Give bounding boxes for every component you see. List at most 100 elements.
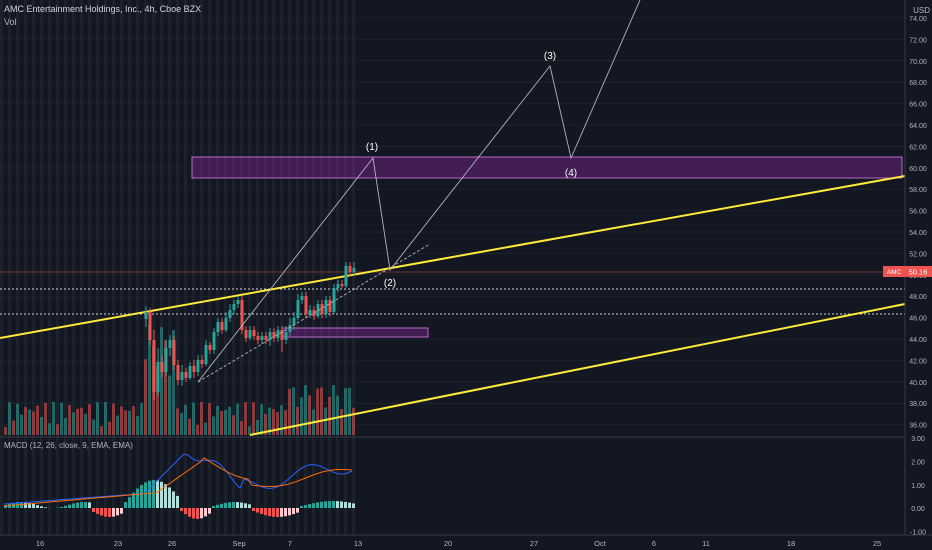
volume-bar [308,395,311,435]
volume-bar [60,402,63,435]
macd-hist-bar [280,508,283,517]
wave-path[interactable] [197,0,641,383]
volume-bar [52,402,55,435]
volume-bar [264,414,267,435]
volume-bar [228,406,231,435]
macd-hist-bar [88,502,91,508]
volume-bar [92,419,95,435]
volume-bar [84,413,87,435]
volume-bar [132,406,135,435]
macd-hist-bar [148,480,151,508]
channel-upper-line[interactable] [0,175,906,339]
macd-hist-bar [20,502,23,508]
macd-hist-bar [248,504,251,508]
volume-bar [236,403,239,435]
price-tick: 72.00 [909,37,927,44]
session-stripe [112,0,115,535]
volume-bar [296,406,299,435]
time-tick: Sep [232,539,245,548]
volume-bar [64,418,67,435]
macd-legend[interactable]: MACD (12, 26, close, 9, EMA, EMA) [4,441,133,450]
macd-tick: -1.00 [910,530,926,537]
volume-bar [32,411,35,435]
volume-bar [284,409,287,435]
price-tag-ticker: AMC [887,269,902,276]
candle-body [324,300,328,314]
session-stripe [144,0,147,535]
macd-hist-bar [308,504,311,508]
macd-hist-bar [100,508,103,516]
candle-body [304,296,308,314]
macd-hist-bar [180,508,183,511]
macd-tick: 2.00 [911,459,925,466]
session-stripe [320,0,323,535]
price-tag [883,266,905,277]
session-stripe [168,0,171,535]
macd-hist-bar [208,508,211,514]
session-stripe [176,0,179,535]
session-stripe [96,0,99,535]
volume-bar [280,405,283,435]
session-stripe [184,0,187,535]
macd-hist-bar [120,508,123,514]
time-tick: 25 [873,539,881,548]
candle-body [156,362,160,392]
macd-hist-bar [136,488,139,508]
time-axis[interactable] [0,535,932,550]
macd-hist-bar [328,501,331,508]
macd-hist-bar [332,501,335,508]
volume-bar [268,407,271,435]
volume-bar [328,397,331,435]
price-tick: 54.00 [909,230,927,237]
session-stripe [64,0,67,535]
volume-bar [276,412,279,435]
volume-bar [172,330,175,435]
volume-bar [68,405,71,435]
volume-bar [104,402,107,435]
time-tick: 26 [168,539,176,548]
volume-bar [212,416,215,435]
volume-bar [216,405,219,435]
macd-hist-bar [140,485,143,508]
candle-body [200,360,204,364]
macd-hist-bar [108,508,111,517]
candle-body [164,348,168,372]
candle-body [152,340,156,392]
price-tick: 66.00 [909,102,927,109]
session-stripe [88,0,91,535]
price-tag-value: 50.16 [909,268,928,277]
resistance-zone[interactable] [191,156,903,179]
macd-hist-bar [104,508,107,517]
volume-bar [256,419,259,435]
candle-body [240,300,244,330]
wave-label-4: (4) [565,168,577,179]
time-tick: 20 [444,539,452,548]
macd-hist-bar [184,508,187,515]
volume-bar [188,418,191,435]
volume-bar [40,417,43,435]
candle-body [204,345,208,364]
wave-label-3: (3) [544,51,556,62]
session-stripe [200,0,203,535]
volume-bar [204,422,207,435]
session-stripe [8,0,11,535]
candle-body [272,332,276,338]
time-tick: 11 [702,539,710,548]
support-zone[interactable] [281,327,429,338]
session-stripe [80,0,83,535]
channel-lower-line[interactable] [249,303,906,436]
macd-axis-ticks: 3.00 2.00 1.00 0.00 -1.00 [910,436,926,537]
volume-bar [340,408,343,435]
macd-hist-bar [68,504,71,508]
volume-legend[interactable]: Vol [4,17,17,27]
candle-body [340,284,344,286]
volume-bar [348,387,351,435]
session-stripe [160,0,163,535]
macd-hist-bar [96,508,99,514]
volume-bar [36,405,39,435]
macd-hist-bar [128,497,131,508]
session-stripe [264,0,267,535]
symbol-title[interactable]: AMC Entertainment Holdings, Inc., 4h, Cb… [4,4,202,14]
macd-hist-bar [168,487,171,508]
